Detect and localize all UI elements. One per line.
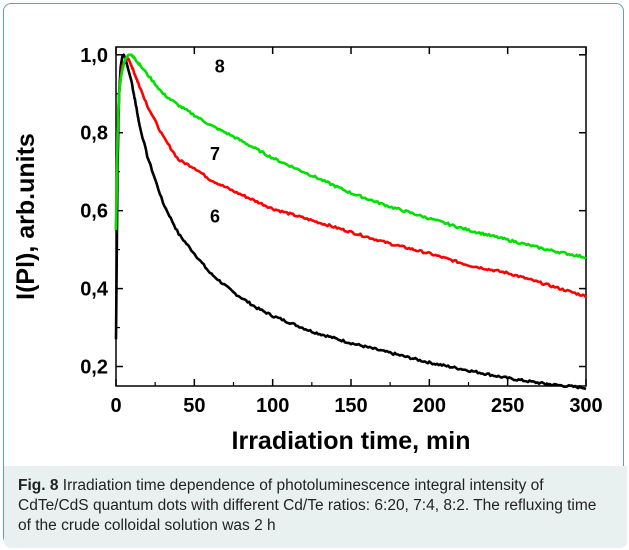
x-tick-label: 50 xyxy=(183,395,205,417)
x-tick-label: 0 xyxy=(110,395,121,417)
y-tick-label: 0,8 xyxy=(80,123,108,145)
x-tick-label: 250 xyxy=(491,395,524,417)
x-tick-label: 100 xyxy=(256,395,289,417)
y-tick-label: 1,0 xyxy=(80,45,108,67)
y-tick-label: 0,2 xyxy=(80,357,108,379)
series-labels: 6 7 8 xyxy=(210,56,225,226)
chart: 0 50 100 150 200 250 300 0,2 0,4 0,6 0,8 1,0 6 7 8 I… xyxy=(12,45,603,455)
figure-caption: Fig. 8 Irradiation time dependence of ph… xyxy=(4,466,627,548)
x-tick-label: 300 xyxy=(569,395,602,417)
series-line-7 xyxy=(114,57,588,299)
x-axis-ticks: 0 50 100 150 200 250 300 xyxy=(110,47,603,417)
y-axis-ticks: 0,2 0,4 0,6 0,8 1,0 xyxy=(80,45,586,379)
y-tick-label: 0,6 xyxy=(80,201,108,223)
plot-box xyxy=(115,46,587,387)
caption-text: Irradiation time dependence of photolumi… xyxy=(18,477,597,534)
series-line-6 xyxy=(114,53,587,391)
series-label-6: 6 xyxy=(210,206,220,226)
series-label-7: 7 xyxy=(210,144,220,164)
series-label-8: 8 xyxy=(215,56,225,76)
x-tick-label: 200 xyxy=(413,395,446,417)
x-axis-title: Irradiation time, min xyxy=(232,427,471,455)
y-axis-title: I(Pl), arb.units xyxy=(12,133,40,300)
x-tick-label: 150 xyxy=(334,395,367,417)
y-tick-label: 0,4 xyxy=(80,279,109,301)
series-lines xyxy=(114,53,588,391)
caption-label: Fig. 8 xyxy=(18,477,59,494)
figure-frame: 0 50 100 150 200 250 300 0,2 0,4 0,6 0,8 1,0 6 7 8 I… xyxy=(3,3,627,548)
series-line-8 xyxy=(114,53,587,260)
plot-area: 0 50 100 150 200 250 300 0,2 0,4 0,6 0,8 1,0 6 7 8 xyxy=(80,45,603,417)
